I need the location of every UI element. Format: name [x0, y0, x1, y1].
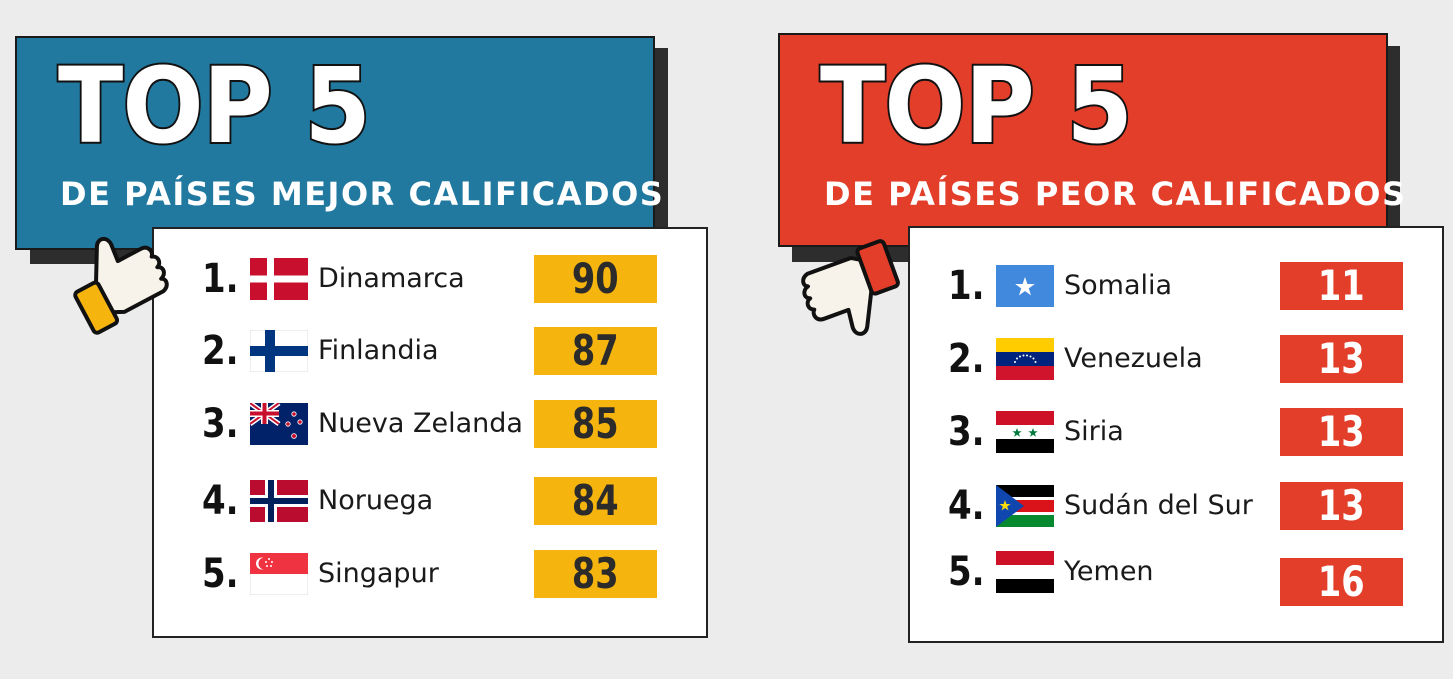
rank-label: 5. [202, 551, 239, 597]
list-item: 2. Finlandia 87 [154, 327, 706, 375]
score-badge: 13 [1280, 408, 1403, 456]
thumbs-up-icon [73, 236, 169, 335]
best-subtitle: DE PAÍSES MEJOR CALIFICADOS [60, 175, 665, 213]
rank-label: 1. [948, 263, 985, 309]
country-name: Siria [1064, 416, 1124, 447]
country-name: Nueva Zelanda [318, 408, 523, 439]
norway-flag-icon [250, 480, 308, 522]
list-item: 5. Singapur 83 [154, 550, 706, 598]
syria-flag-icon [996, 411, 1054, 453]
yemen-flag-icon [996, 551, 1054, 593]
score-badge: 13 [1280, 482, 1403, 530]
denmark-flag-icon [250, 258, 308, 300]
country-name: Dinamarca [318, 263, 465, 294]
country-name: Finlandia [318, 335, 439, 366]
score-badge: 90 [534, 255, 657, 303]
score-badge: 87 [534, 327, 657, 375]
list-item: 5. Yemen 16 [910, 548, 1442, 606]
rank-label: 1. [202, 256, 239, 302]
score-value: 13 [1318, 481, 1365, 530]
score-value: 84 [572, 476, 619, 525]
finland-flag-icon [250, 330, 308, 372]
score-value: 83 [572, 549, 619, 598]
worst-heading: TOP 5 [818, 45, 1135, 167]
list-item: 4. Sudán del Sur 13 [910, 482, 1442, 530]
score-value: 90 [572, 254, 619, 303]
list-item: 3. Siria 13 [910, 408, 1442, 456]
best-list: 1. Dinamarca 90 2. Finlandia 87 3. [152, 227, 708, 638]
score-value: 85 [572, 399, 619, 448]
worst-list: 1. Somalia 11 2. Venezuela 13 3. Siria 1… [908, 226, 1444, 643]
singapore-flag-icon [250, 553, 308, 595]
score-badge: 84 [534, 477, 657, 525]
somalia-flag-icon [996, 265, 1054, 307]
rank-label: 5. [948, 549, 985, 595]
country-name: Somalia [1064, 270, 1173, 301]
best-banner [15, 36, 655, 250]
country-name: Singapur [318, 558, 439, 589]
list-item: 3. Nueva Zelanda [154, 400, 706, 448]
country-name: Noruega [318, 485, 434, 516]
score-badge: 13 [1280, 335, 1403, 383]
thumbs-down-icon [801, 239, 900, 336]
worst-banner [778, 33, 1388, 247]
country-name: Yemen [1064, 556, 1154, 587]
rank-label: 2. [948, 336, 985, 382]
score-badge: 83 [534, 550, 657, 598]
country-name: Venezuela [1064, 343, 1203, 374]
score-value: 13 [1318, 334, 1365, 383]
list-item: 1. Dinamarca 90 [154, 255, 706, 303]
best-heading: TOP 5 [56, 45, 373, 167]
south-sudan-flag-icon [996, 485, 1054, 527]
list-item: 1. Somalia 11 [910, 262, 1442, 310]
rank-label: 3. [202, 401, 239, 447]
score-badge: 16 [1280, 558, 1403, 606]
score-badge: 85 [534, 400, 657, 448]
score-value: 11 [1318, 261, 1365, 310]
worst-subtitle: DE PAÍSES PEOR CALIFICADOS [824, 175, 1407, 213]
score-value: 16 [1318, 557, 1365, 606]
rank-label: 3. [948, 409, 985, 455]
score-value: 87 [572, 326, 619, 375]
rank-label: 4. [948, 483, 985, 529]
rank-label: 2. [202, 328, 239, 374]
list-item: 4. Noruega 84 [154, 477, 706, 525]
venezuela-flag-icon [996, 338, 1054, 380]
rank-label: 4. [202, 478, 239, 524]
list-item: 2. Venezuela 13 [910, 335, 1442, 383]
score-value: 13 [1318, 407, 1365, 456]
country-name: Sudán del Sur [1064, 490, 1253, 521]
score-badge: 11 [1280, 262, 1403, 310]
new-zealand-flag-icon [250, 403, 308, 445]
